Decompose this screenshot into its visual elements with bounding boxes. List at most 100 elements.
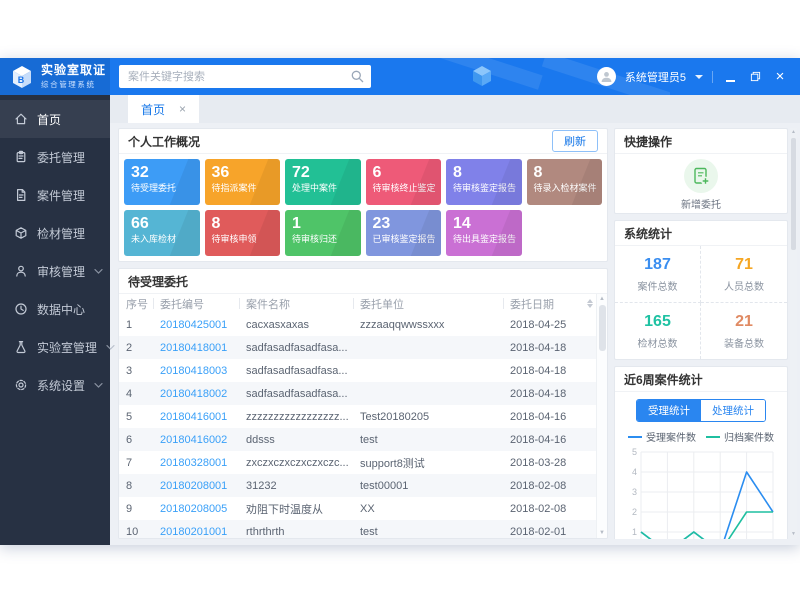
- delegation-code-link[interactable]: 20180416001: [160, 410, 228, 423]
- table-row: 9 20180208005 劝阻下时温度从 XX 2018-02-08: [119, 497, 596, 520]
- column-header: 委托编号: [153, 294, 239, 313]
- restore-button[interactable]: [747, 68, 763, 86]
- table-row: 8 20180208001 31232 test00001 2018-02-08: [119, 474, 596, 497]
- right-column: 快捷操作: [614, 128, 797, 539]
- sidebar-item-laboratory[interactable]: 实验室管理: [0, 328, 115, 366]
- sidebar-item-data-center[interactable]: 数据中心: [0, 290, 110, 328]
- legend-label: 归档案件数: [724, 433, 774, 444]
- delegation-code-link[interactable]: 20180416002: [160, 433, 228, 446]
- left-column: 个人工作概况 刷新 32 待受理委托 36 待指派案件 72 处理中案件 6 待审核终止鉴定 8…: [118, 128, 608, 539]
- tab-bar: 首页 ×: [110, 95, 800, 123]
- scroll-up-icon[interactable]: ▲: [791, 129, 796, 135]
- delegation-code-link[interactable]: 20180425001: [160, 318, 228, 331]
- stat-card[interactable]: 8 待录入检材案件: [526, 159, 602, 205]
- tab-close-icon[interactable]: ×: [179, 102, 187, 116]
- table-scrollbar[interactable]: ▲ ▼: [596, 294, 607, 538]
- system-stat-label: 人员总数: [724, 281, 764, 293]
- stat-card[interactable]: 23 已审核鉴定报告: [365, 210, 441, 256]
- quick-actions-panel: 快捷操作: [614, 128, 788, 214]
- data-clock-icon: [14, 302, 28, 316]
- close-button[interactable]: ×: [775, 68, 785, 85]
- table-scrollbar-thumb[interactable]: [599, 305, 606, 351]
- system-stats-title: 系统统计: [624, 226, 673, 241]
- chart-toggle-group: 受理统计 处理统计: [636, 399, 766, 422]
- sidebar-item-cases[interactable]: 案件管理: [0, 176, 110, 214]
- delegation-code-link[interactable]: 20180418003: [160, 364, 228, 377]
- sidebar-item-label: 审核管理: [37, 264, 86, 279]
- stat-card-label: 未入库检材: [131, 234, 177, 244]
- stat-card[interactable]: 72 处理中案件: [285, 159, 361, 205]
- app-window: B 实验室取证 综合管理系统: [0, 58, 800, 545]
- table-row: 7 20180328001 zxczxczxczxczxczc... support8…: [119, 451, 596, 474]
- delegation-code-link[interactable]: 20180418001: [160, 341, 228, 354]
- app-title: 实验室取证: [41, 62, 107, 77]
- table-cell: 6: [126, 433, 133, 446]
- delegation-code-link[interactable]: 20180208005: [160, 502, 228, 515]
- search-input[interactable]: [119, 65, 371, 88]
- svg-text:5: 5: [632, 447, 637, 457]
- right-scrollbar-thumb[interactable]: [791, 138, 796, 250]
- weekly-chart-mount: 012345: [615, 446, 787, 539]
- stat-card[interactable]: 6 待审核终止鉴定: [365, 159, 441, 205]
- svg-text:1: 1: [632, 527, 637, 537]
- stat-card-label: 已审核鉴定报告: [372, 234, 436, 244]
- scroll-up-icon[interactable]: ▲: [599, 296, 605, 302]
- sidebar-item-label: 实验室管理: [37, 340, 98, 355]
- stat-card[interactable]: 8 待审核鉴定报告: [446, 159, 522, 205]
- right-scrollbar[interactable]: ▲ ▼: [790, 128, 797, 539]
- main-area: 个人工作概况 刷新 32 待受理委托 36 待指派案件 72 处理中案件 6 待审核终止鉴定 8…: [110, 123, 800, 545]
- stat-card[interactable]: 32 待受理委托: [124, 159, 200, 205]
- stat-card-value: 8: [453, 164, 462, 181]
- chart-toggle-button[interactable]: 处理统计: [701, 400, 765, 421]
- sort-icon[interactable]: [587, 299, 593, 308]
- sidebar-item-settings[interactable]: 系统设置: [0, 366, 110, 404]
- delegation-code-link[interactable]: 20180328001: [160, 456, 228, 469]
- home-icon: [14, 112, 28, 126]
- app-logo-cube-icon: B: [9, 64, 35, 90]
- minimize-button[interactable]: [722, 68, 738, 86]
- sidebar-item-label: 数据中心: [37, 302, 86, 317]
- weekly-line-chart: 012345: [632, 447, 774, 539]
- table-cell: [353, 336, 503, 359]
- sidebar-item-home[interactable]: 首页: [0, 100, 110, 138]
- scroll-down-icon[interactable]: ▼: [599, 530, 605, 536]
- stat-card[interactable]: 36 待指派案件: [204, 159, 280, 205]
- stat-card-label: 处理中案件: [292, 183, 338, 193]
- titlebar: B 实验室取证 综合管理系统: [0, 58, 800, 95]
- sidebar-item-delegation[interactable]: 委托管理: [0, 138, 110, 176]
- tab-home[interactable]: 首页 ×: [128, 95, 200, 123]
- new-delegation-button[interactable]: 新增委托: [615, 154, 787, 211]
- delegation-code-link[interactable]: 20180201001: [160, 525, 228, 538]
- table-cell: rthrthrth: [246, 525, 285, 538]
- stat-card[interactable]: 1 待审核归还: [285, 210, 361, 256]
- sidebar-item-review[interactable]: 审核管理: [0, 252, 110, 290]
- delegation-code-link[interactable]: 20180208001: [160, 479, 228, 492]
- evidence-cube-icon: [14, 226, 28, 240]
- stat-card[interactable]: 66 未入库检材: [124, 210, 200, 256]
- sidebar-item-evidence[interactable]: 检材管理: [0, 214, 110, 252]
- table-cell: ddsss: [246, 433, 275, 446]
- user-avatar[interactable]: [596, 67, 616, 86]
- table-row: 5 20180416001 zzzzzzzzzzzzzzzzz... Test2018…: [119, 405, 596, 428]
- table-cell: 2018-02-08: [510, 479, 567, 492]
- legend-item: 受理案件数: [628, 429, 696, 444]
- chevron-down-icon: [106, 344, 115, 351]
- delegation-code-link[interactable]: 20180418002: [160, 387, 228, 400]
- pending-table: 序号 委托编号 案件名称 委托单位 委托日期 1 20180425001 cacxasxax…: [119, 294, 596, 538]
- user-menu-caret-icon[interactable]: [695, 74, 703, 79]
- stat-card[interactable]: 8 待审核申领: [204, 210, 280, 256]
- search-icon[interactable]: [351, 70, 364, 83]
- case-doc-icon: [14, 188, 28, 202]
- chart-toggle-button[interactable]: 受理统计: [637, 400, 701, 421]
- table-cell: 2018-02-08: [510, 502, 567, 515]
- table-cell: Test20180205: [360, 410, 430, 423]
- system-stat-cell: 165 检材总数: [615, 303, 701, 359]
- table-cell: support8测试: [360, 457, 425, 470]
- chevron-down-icon: [94, 268, 103, 275]
- stat-card[interactable]: 14 待出具鉴定报告: [446, 210, 522, 256]
- table-row: 3 20180418003 sadfasadfasadfasa... 2018-04-…: [119, 359, 596, 382]
- scroll-down-icon[interactable]: ▼: [791, 531, 796, 537]
- refresh-button[interactable]: 刷新: [552, 130, 598, 152]
- column-header[interactable]: 委托日期: [503, 294, 596, 313]
- table-cell: 劝阻下时温度从: [246, 503, 323, 516]
